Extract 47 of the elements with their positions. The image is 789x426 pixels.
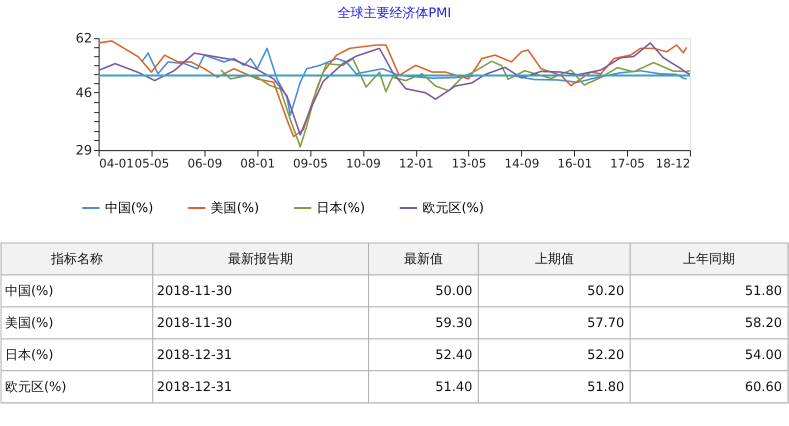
x-tick-label: 13-05 [452, 156, 486, 171]
text: 2018-12-31 [156, 380, 232, 395]
text: 57.70 [587, 316, 624, 331]
text: 58.20 [744, 316, 782, 331]
x-tick-label: 18-12 [656, 156, 690, 171]
y-tick-label: 62 [76, 32, 92, 47]
text: 51.40 [435, 380, 472, 395]
text: 54.00 [744, 348, 782, 363]
x-tick-label: 10-09 [346, 156, 381, 171]
line-series [140, 48, 688, 116]
text: 51.80 [587, 380, 624, 395]
text: 欧元区(%) [4, 380, 66, 395]
text: 上年同期 [683, 252, 736, 267]
x-tick-label: 14-09 [504, 156, 540, 171]
line-series [220, 58, 691, 148]
legend-label: 美国(%) [210, 200, 260, 216]
text: 日本(%) [4, 348, 54, 363]
x-tick-label: 16-01 [557, 156, 592, 171]
legend-label: 中国(%) [104, 200, 154, 216]
text: 指标名称 [50, 252, 103, 267]
text: 2018-12-31 [156, 348, 232, 363]
legend-label: 日本(%) [316, 200, 366, 216]
x-tick-label: 04-01 [99, 156, 134, 171]
text: 59.30 [435, 316, 472, 331]
x-tick-label: 17-05 [610, 156, 645, 171]
text: 中国(%) [4, 284, 54, 299]
x-tick-label: 12-01 [398, 156, 434, 171]
y-tick-label: 46 [76, 86, 92, 101]
y-tick-label: 29 [76, 144, 92, 159]
text: 最新值 [404, 252, 443, 267]
x-tick-label: 09-05 [293, 156, 328, 171]
x-tick-label: 08-01 [240, 156, 276, 171]
x-tick-label: 06-09 [187, 156, 222, 171]
text: 60.60 [744, 380, 782, 395]
text: 52.40 [435, 348, 472, 363]
text: 美国(%) [4, 314, 54, 331]
text: 50.00 [435, 284, 472, 299]
chart-title: 全球主要经济体PMI [337, 5, 452, 22]
text: 最新报告期 [228, 252, 294, 267]
text: 2018-11-30 [156, 316, 232, 331]
text: 52.20 [587, 348, 624, 363]
text: 51.80 [744, 284, 782, 299]
text: 2018-11-30 [156, 284, 232, 299]
x-tick-label: 05-05 [134, 156, 170, 171]
text: 50.20 [587, 284, 624, 299]
legend-label: 欧元区(%) [422, 200, 484, 216]
text: 上期值 [534, 252, 574, 267]
